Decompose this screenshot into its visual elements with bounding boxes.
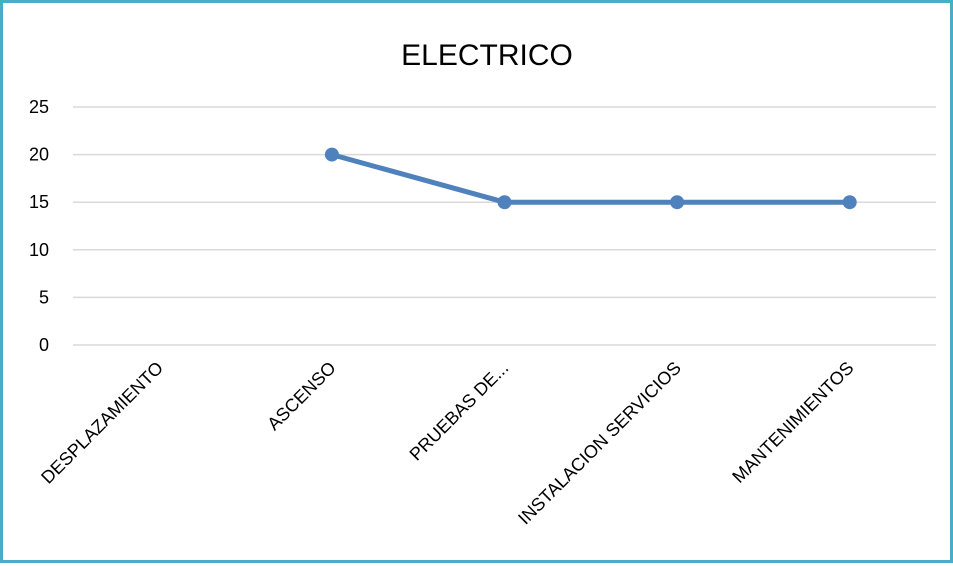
x-tick-label: DESPLAZAMIENTO xyxy=(37,358,167,488)
y-tick-label: 5 xyxy=(39,287,49,307)
gridlines xyxy=(73,106,936,346)
x-tick-label: MANTENIMIENTOS xyxy=(728,358,857,487)
y-tick-label: 0 xyxy=(39,335,49,355)
line-chart: ELECTRICO 0 5 10 15 20 25 DESPLAZAMIENTO ASCEN… xyxy=(29,39,936,529)
y-tick-label: 20 xyxy=(29,145,49,165)
x-tick-label: ASCENSO xyxy=(263,358,339,434)
y-tick-label: 15 xyxy=(29,192,49,212)
y-tick-label: 10 xyxy=(29,240,49,260)
series-group xyxy=(324,147,857,210)
x-tick-label: PRUEBAS DE... xyxy=(406,358,513,465)
data-point xyxy=(670,195,685,210)
data-point xyxy=(842,195,857,210)
x-tick-label: INSTALACION SERVICIOS xyxy=(514,358,685,529)
y-tick-label: 25 xyxy=(29,97,49,117)
y-axis-ticks: 0 5 10 15 20 25 xyxy=(29,97,49,355)
x-axis-ticks: DESPLAZAMIENTO ASCENSO PRUEBAS DE... INSTAL… xyxy=(37,358,857,529)
data-point xyxy=(497,195,512,210)
chart-title: ELECTRICO xyxy=(401,39,573,72)
series-line xyxy=(329,152,853,205)
data-point xyxy=(324,147,339,162)
